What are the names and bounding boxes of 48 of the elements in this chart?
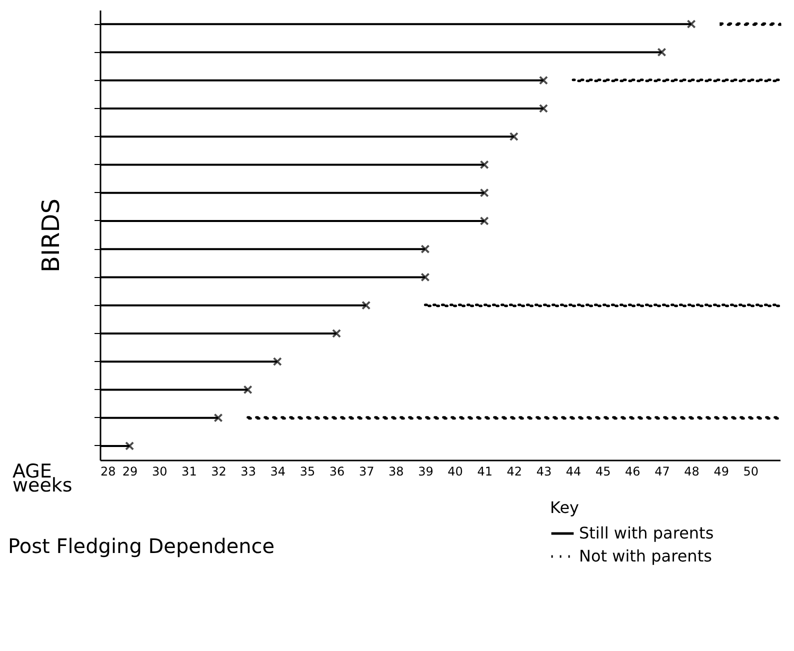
point [480,216,489,226]
x-tick-label: 30 [152,464,168,478]
point [657,48,666,57]
x-tick-label: 28 [100,464,116,478]
x-tick-label: 49 [714,464,730,478]
point [509,132,518,142]
x-tick-label: 36 [329,464,345,478]
x-tick-label: 31 [182,464,197,478]
point [420,244,430,254]
point [538,76,548,85]
legend-label: Still with parents [579,524,714,542]
x-tick-label: 39 [418,464,434,478]
x-tick-label: 34 [270,464,286,478]
point [686,20,696,29]
legend-label: Not with parents [579,546,712,566]
bar [572,78,782,82]
point [243,385,252,394]
x-tick-label: 41 [477,464,492,478]
x-tick-label: 47 [654,464,670,478]
legend-title: Key [550,498,580,517]
point [272,357,282,366]
x-tick-label: 29 [122,464,138,478]
point [538,104,548,113]
x-tick-label: 37 [358,464,374,478]
point [332,328,342,338]
point [480,188,489,198]
x-tick-label: 33 [240,464,256,478]
x-tick-label: 38 [388,464,404,478]
x-tick-label: 42 [506,464,522,478]
text: Post Fledging Dependence [8,534,275,558]
x-tick-label: 45 [595,464,611,478]
x-tick-label: 44 [566,464,582,478]
x-tick-label: 32 [211,464,226,478]
x-tick-label: 50 [743,464,759,478]
bar [720,22,782,26]
point [420,272,430,282]
x-tick-label: 40 [448,464,463,478]
x-tick-label: 43 [536,464,552,478]
x-tick-label: 46 [625,464,640,478]
point [480,160,489,170]
point [125,441,134,450]
point [214,413,223,422]
y-axis-title: BIRDS [37,198,65,272]
bar [424,304,782,308]
point [362,300,371,310]
x-axis-title: AGE weeks [12,460,72,496]
x-tick-label: 48 [684,464,700,478]
x-tick-label: 35 [300,464,316,478]
